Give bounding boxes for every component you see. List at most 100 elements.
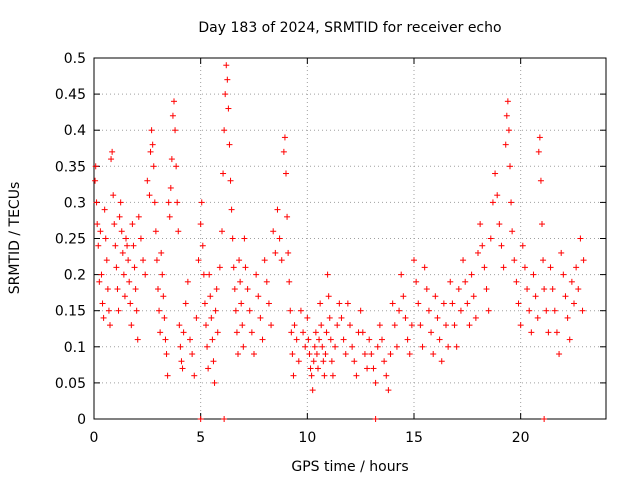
- data-point: [470, 293, 477, 300]
- data-point: [101, 206, 108, 213]
- data-point: [130, 242, 137, 249]
- data-point: [114, 286, 121, 293]
- data-point: [100, 314, 107, 321]
- data-point: [338, 314, 345, 321]
- data-point: [321, 372, 328, 379]
- data-point: [342, 351, 349, 358]
- data-point: [359, 329, 366, 336]
- data-point: [92, 177, 99, 184]
- data-point: [140, 257, 147, 264]
- data-point: [320, 358, 327, 365]
- data-point: [308, 372, 315, 379]
- data-point: [291, 322, 298, 329]
- data-point: [440, 300, 447, 307]
- data-point: [406, 351, 413, 358]
- data-point: [419, 343, 426, 350]
- data-point: [178, 358, 185, 365]
- data-point: [236, 257, 243, 264]
- data-point: [334, 322, 341, 329]
- data-point: [313, 351, 320, 358]
- data-point: [113, 264, 120, 271]
- data-point: [290, 372, 297, 379]
- data-point: [278, 257, 285, 264]
- data-point: [244, 286, 251, 293]
- data-point: [400, 293, 407, 300]
- data-point: [107, 322, 113, 329]
- data-point: [545, 329, 552, 336]
- data-point: [573, 264, 580, 271]
- data-point: [105, 307, 112, 314]
- data-point: [297, 307, 304, 314]
- data-point: [370, 365, 377, 372]
- data-point: [540, 257, 547, 264]
- data-point: [213, 286, 220, 293]
- data-point: [323, 329, 330, 336]
- data-point: [381, 358, 388, 365]
- data-point: [551, 307, 558, 314]
- data-point: [293, 336, 300, 343]
- data-point: [180, 329, 187, 336]
- data-point: [385, 387, 392, 394]
- data-point: [526, 307, 533, 314]
- data-point: [324, 271, 331, 278]
- data-point: [481, 264, 488, 271]
- y-tick-label: 0: [77, 412, 86, 428]
- data-point: [562, 293, 569, 300]
- data-point: [226, 141, 233, 148]
- data-point: [201, 300, 208, 307]
- data-point: [566, 336, 573, 343]
- data-point: [132, 286, 139, 293]
- data-point: [372, 379, 379, 386]
- data-point: [203, 322, 209, 329]
- data-point: [487, 235, 494, 242]
- data-point: [485, 307, 492, 314]
- data-point: [148, 127, 155, 134]
- data-point: [117, 199, 124, 206]
- data-point: [251, 351, 257, 358]
- y-tick-label: 0.15: [55, 304, 86, 320]
- data-point: [434, 314, 441, 321]
- data-point: [524, 286, 531, 293]
- data-point: [150, 163, 157, 170]
- data-point: [511, 257, 518, 264]
- data-point: [310, 358, 317, 365]
- x-tick-label: 20: [512, 430, 530, 446]
- y-tick-label: 0.25: [55, 232, 86, 248]
- x-tick-label: 10: [298, 430, 316, 446]
- data-point: [204, 343, 211, 350]
- data-point: [464, 300, 471, 307]
- data-point: [408, 322, 415, 329]
- data-point: [502, 141, 509, 148]
- data-point: [509, 228, 516, 235]
- data-point: [127, 300, 134, 307]
- data-point: [521, 264, 528, 271]
- data-point: [97, 228, 104, 235]
- data-point: [179, 365, 186, 372]
- data-point: [309, 387, 316, 394]
- data-point: [98, 271, 105, 278]
- data-point: [129, 221, 136, 228]
- data-point: [496, 221, 503, 228]
- data-point: [571, 300, 577, 307]
- data-point: [556, 351, 563, 358]
- data-point: [326, 314, 333, 321]
- data-point: [241, 235, 248, 242]
- data-point: [182, 300, 189, 307]
- data-point: [227, 177, 234, 184]
- data-point: [421, 264, 428, 271]
- data-point: [184, 278, 191, 285]
- data-point: [133, 307, 140, 314]
- data-point: [564, 314, 571, 321]
- data-point: [121, 293, 128, 300]
- data-point: [120, 271, 127, 278]
- x-tick-label: 5: [196, 430, 205, 446]
- data-point: [219, 228, 225, 235]
- data-point: [415, 300, 422, 307]
- data-point: [517, 322, 524, 329]
- data-point: [364, 365, 371, 372]
- data-point: [483, 286, 490, 293]
- data-point: [332, 343, 339, 350]
- data-point: [95, 242, 102, 249]
- y-tick-label: 0.05: [55, 376, 86, 392]
